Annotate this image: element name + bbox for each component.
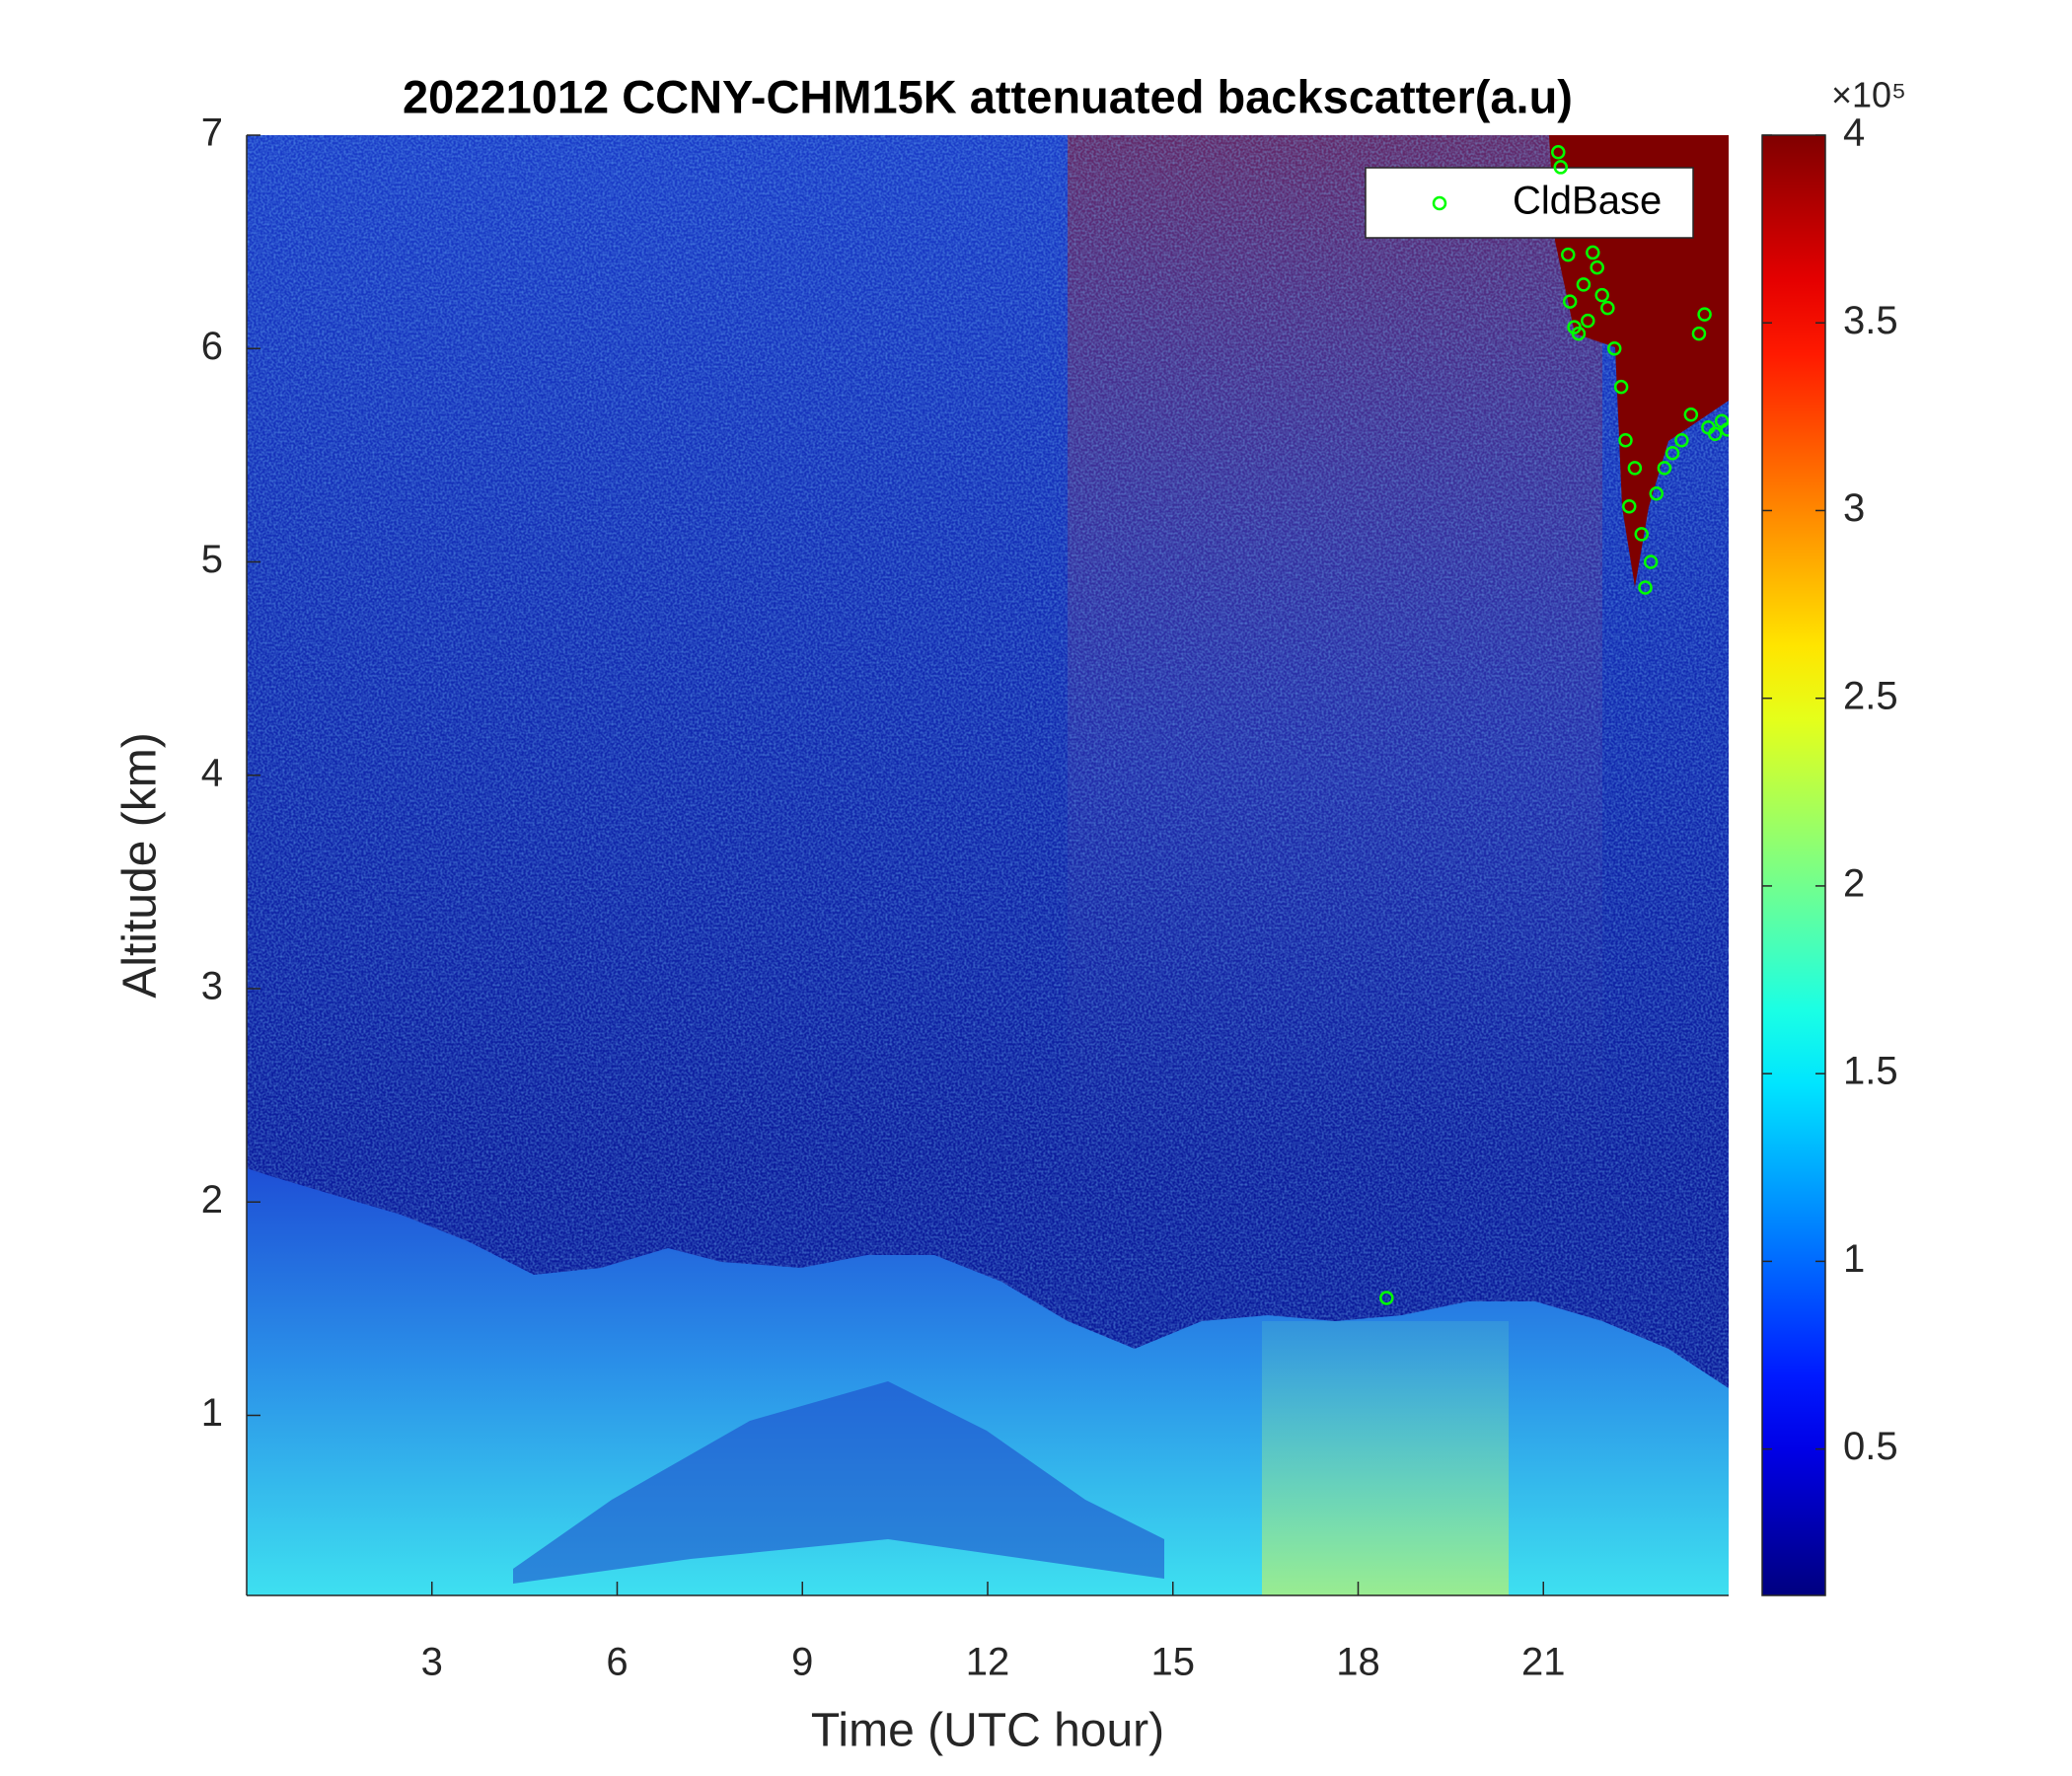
chart-title: 20221012 CCNY-CHM15K attenuated backscat…	[403, 70, 1573, 122]
colorbar	[1761, 134, 1826, 1596]
cloud-base-point	[1562, 294, 1578, 309]
cloud-base-point	[1590, 259, 1604, 275]
cloud-base-point	[1594, 287, 1609, 303]
colorbar-tick-label: 1.5	[1843, 1050, 1898, 1093]
y-tick-label: 3	[201, 965, 223, 1008]
colorbar-tick-label: 2	[1843, 861, 1865, 905]
scatter-layer	[1379, 145, 1729, 1305]
low-layer	[513, 1381, 1164, 1584]
colorbar-tick-label: 0.5	[1843, 1425, 1898, 1468]
cloud-base-point	[1379, 1291, 1394, 1305]
legend-marker	[1432, 195, 1447, 211]
cloud-base-point	[1707, 426, 1723, 441]
legend	[1365, 167, 1694, 239]
convective-layer	[1262, 1321, 1509, 1595]
cloud-base-point	[1683, 407, 1699, 422]
x-tick-label: 3	[421, 1641, 443, 1684]
y-tick-label: 5	[201, 538, 223, 581]
cloud-base-point	[1720, 422, 1729, 437]
x-tick-label: 9	[791, 1641, 813, 1684]
y-tick-label: 7	[201, 111, 223, 155]
colorbar-tick-label: 3.5	[1843, 299, 1898, 342]
cloud-base-point	[1643, 555, 1659, 569]
cloud-base-point	[1638, 580, 1653, 595]
cloud-base-point	[1613, 379, 1629, 395]
cloud-base-point	[1581, 313, 1595, 329]
cloud-base-point	[1576, 277, 1591, 292]
cloud-base-point	[1600, 300, 1615, 316]
cloud-base-point	[1618, 432, 1633, 448]
x-axis-label: Time (UTC hour)	[811, 1705, 1164, 1757]
cloud-base-point	[1551, 145, 1566, 160]
y-tick-label: 2	[201, 1178, 223, 1221]
colorbar-tick-label: 3	[1843, 486, 1865, 530]
x-tick-label: 6	[606, 1641, 628, 1684]
colorbar-tick-label: 2.5	[1843, 674, 1898, 717]
cloud-base-point	[1561, 247, 1576, 262]
x-tick-label: 21	[1521, 1641, 1566, 1684]
cloud-base-point	[1621, 499, 1637, 514]
legend-label: CldBase	[1513, 180, 1662, 223]
cloud-base-point	[1553, 160, 1569, 175]
x-tick-label: 12	[966, 1641, 1010, 1684]
y-axis-label: Altitude (km)	[114, 732, 167, 998]
y-tick-label: 1	[201, 1391, 223, 1435]
y-tick-label: 6	[201, 325, 223, 368]
cloud-base-point	[1665, 445, 1680, 461]
cloud-base-point	[1691, 326, 1707, 341]
y-tick-label: 4	[201, 751, 223, 794]
cloud-base-point	[1649, 486, 1665, 501]
cloud-base-point	[1674, 432, 1689, 448]
backscatter-field	[247, 135, 1729, 1595]
cloud-base-point	[1571, 326, 1587, 341]
cloud-base-point	[1606, 340, 1622, 356]
colorbar-tick-label: 1	[1843, 1237, 1865, 1281]
cloud	[1549, 135, 1729, 587]
x-tick-label: 18	[1336, 1641, 1380, 1684]
colorbar-tick-label: 4	[1843, 111, 1865, 155]
cloud-base-point	[1697, 307, 1712, 322]
cloud-base-point	[1627, 461, 1643, 476]
colorbar-multiplier: ×10⁵	[1831, 75, 1906, 115]
x-tick-label: 15	[1151, 1641, 1196, 1684]
cloud-base-point	[1586, 245, 1600, 260]
cloud-base-point	[1657, 461, 1672, 476]
cloud-base-point	[1634, 527, 1650, 542]
